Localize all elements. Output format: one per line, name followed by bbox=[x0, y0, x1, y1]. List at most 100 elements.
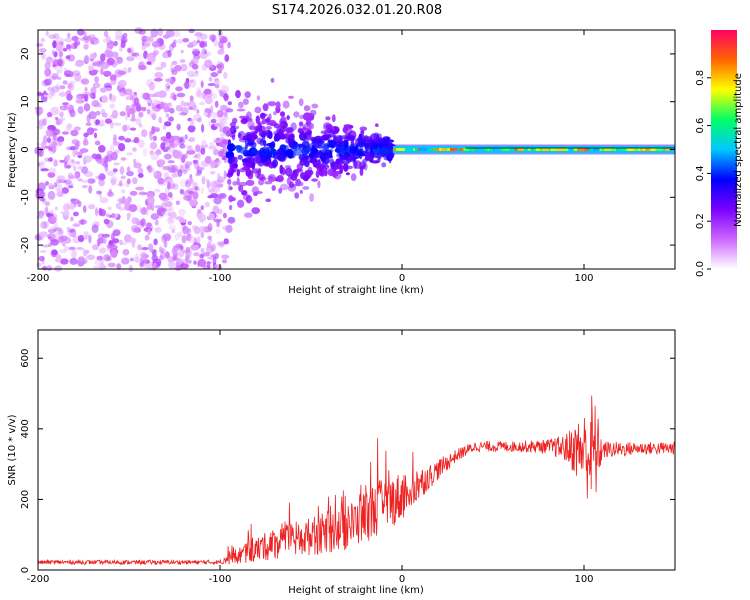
spectrogram-cell bbox=[502, 148, 510, 151]
spectrogram-cell bbox=[81, 184, 88, 189]
spectrogram-cell bbox=[141, 106, 147, 112]
spectrogram-cell bbox=[91, 224, 99, 233]
spectrogram-cell bbox=[175, 104, 183, 112]
spectrogram-cell bbox=[129, 190, 138, 196]
spectrogram-cell bbox=[621, 148, 624, 151]
spectrogram-cell bbox=[210, 118, 217, 124]
spectrogram-cell bbox=[106, 170, 116, 177]
spectrogram-cell bbox=[62, 242, 66, 247]
spectrogram-cell bbox=[93, 40, 100, 45]
spectrogram-cell bbox=[70, 216, 74, 222]
spectrogram-cell bbox=[435, 148, 441, 151]
spectrogram-cell bbox=[66, 125, 72, 132]
spectrogram-cell bbox=[153, 170, 162, 180]
spectrogram-cell bbox=[348, 124, 354, 129]
snr-frame bbox=[37, 329, 676, 571]
spectrogram-cell bbox=[112, 134, 117, 143]
spectrogram-cell bbox=[143, 50, 148, 59]
spectrogram-cell bbox=[238, 184, 244, 193]
spectrogram-cell bbox=[231, 134, 236, 141]
spectrogram-cell bbox=[350, 148, 355, 154]
spectrogram-cell bbox=[141, 45, 146, 51]
spectrogram-cell bbox=[311, 139, 316, 145]
spectrogram-cell bbox=[186, 149, 196, 155]
spectrogram-cell bbox=[204, 155, 212, 164]
spectrogram-cell bbox=[472, 148, 480, 151]
spectrogram-cell bbox=[47, 171, 56, 178]
spectrogram-cell bbox=[220, 104, 228, 111]
spectrogram-cell bbox=[101, 112, 108, 118]
spectrogram-cell bbox=[85, 122, 92, 126]
spectrogram-cell bbox=[150, 108, 157, 117]
spectrogram-cell bbox=[192, 104, 197, 111]
spectrogram-cell bbox=[195, 173, 200, 177]
spectrogram-cell bbox=[259, 125, 266, 133]
spectrogram-cell bbox=[154, 219, 159, 226]
spectrogram-cell bbox=[316, 163, 325, 172]
spectrogram-cell bbox=[98, 119, 105, 127]
spectrogram-cell bbox=[104, 118, 112, 124]
spectrogram-cell bbox=[101, 62, 105, 71]
spectrogram-cell bbox=[77, 165, 83, 170]
spectrogram-cell bbox=[80, 219, 85, 225]
spectrogram-cell bbox=[141, 92, 149, 100]
spectrogram-cell bbox=[147, 93, 157, 98]
spectrogram-cell bbox=[291, 140, 297, 147]
spectrogram-cell bbox=[186, 233, 192, 242]
spectrogram-cell bbox=[102, 70, 112, 77]
spectrogram-cell bbox=[210, 243, 217, 252]
spectrogram-cell bbox=[120, 175, 126, 180]
spectrogram-cell bbox=[170, 164, 179, 173]
spectrogram-cell bbox=[55, 37, 65, 44]
spectrogram-cell bbox=[45, 202, 50, 207]
spectrogram-cell bbox=[160, 251, 166, 260]
spectrogram-cell bbox=[217, 208, 223, 215]
spectrogram-cell bbox=[151, 102, 156, 111]
spectrogram-cell bbox=[489, 148, 492, 151]
spectrogram-cell bbox=[98, 179, 105, 187]
spectrogram-cell bbox=[165, 29, 175, 38]
spectrogram-cell bbox=[171, 60, 178, 66]
spectrogram-cell bbox=[383, 138, 390, 145]
spectrogram-cell bbox=[262, 117, 266, 125]
spectrogram-cell bbox=[84, 87, 88, 92]
spectrogram-cell bbox=[167, 212, 171, 217]
spectrogram-cell bbox=[165, 82, 171, 92]
spectrogram-cell bbox=[99, 209, 107, 217]
spectrogram-cell bbox=[279, 166, 286, 176]
colorbar-axes: 0.0 0.2 0.4 0.6 0.8 bbox=[695, 70, 711, 277]
spectrogram-cell bbox=[118, 135, 125, 141]
spectrogram-cell bbox=[56, 175, 66, 181]
colorbar-tick-label: 0.0 bbox=[695, 261, 706, 277]
spectrogram-cell bbox=[532, 148, 536, 151]
spectrogram-cell bbox=[306, 145, 311, 149]
spectrogram-cell bbox=[103, 254, 111, 262]
spectrogram-cell bbox=[141, 247, 149, 251]
spectrogram-cell bbox=[247, 197, 253, 202]
spectrogram-cell bbox=[41, 197, 46, 202]
spectrogram-cell bbox=[152, 41, 160, 48]
spectrogram-cell bbox=[81, 166, 89, 174]
spectrogram-cell bbox=[138, 139, 145, 149]
spectrogram-cell bbox=[77, 178, 83, 182]
spectrogram-cell bbox=[153, 238, 158, 246]
spectrogram-cell bbox=[117, 79, 127, 88]
spectrogram-cell bbox=[71, 35, 79, 42]
spectrogram-cell bbox=[106, 243, 114, 249]
spectrogram-cell bbox=[189, 199, 199, 207]
spectrogram-cell bbox=[317, 151, 324, 155]
spectrogram-cell bbox=[560, 148, 569, 151]
spectrogram-cell bbox=[69, 109, 76, 118]
spectrogram-cell bbox=[180, 49, 184, 54]
spectrogram-cell bbox=[96, 159, 104, 164]
spectrogram-cell bbox=[356, 151, 363, 156]
spectrogram-cell bbox=[198, 225, 207, 234]
spectrogram-cell bbox=[103, 155, 109, 164]
spectrogram-cell bbox=[236, 108, 246, 112]
spectrogram-cell bbox=[220, 133, 226, 137]
spectrogram-cell bbox=[66, 164, 71, 169]
spectrogram-cell bbox=[129, 50, 135, 57]
spectrogram-cell bbox=[210, 181, 218, 189]
spectrogram-cell bbox=[162, 200, 168, 205]
spectrogram-cell bbox=[45, 30, 49, 36]
